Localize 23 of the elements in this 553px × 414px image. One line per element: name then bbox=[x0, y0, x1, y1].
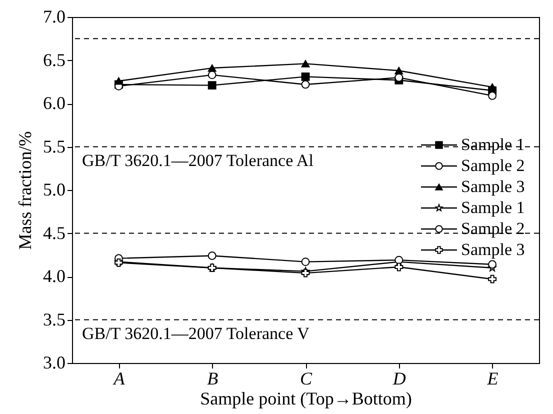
x-tick-label: A bbox=[112, 368, 126, 388]
legend-label: Sample 2 bbox=[461, 156, 525, 175]
ref-line-label: GB/T 3620.1—2007 Tolerance V bbox=[82, 324, 310, 343]
y-tick-label: 6.0 bbox=[43, 93, 66, 113]
y-tick-label: 3.5 bbox=[43, 309, 66, 330]
y-tick-label: 4.0 bbox=[43, 266, 66, 286]
y-tick-label: 6.5 bbox=[43, 50, 66, 70]
x-tick-label: E bbox=[486, 368, 498, 388]
x-tick-label: B bbox=[207, 368, 218, 388]
y-axis-title: Mass fraction/% bbox=[15, 131, 35, 250]
y-tick-label: 5.5 bbox=[43, 136, 66, 156]
legend-label: Sample 1 bbox=[461, 135, 525, 154]
x-axis-title: Sample point (Top→Bottom) bbox=[200, 388, 412, 408]
x-tick-label: C bbox=[300, 368, 313, 388]
x-tick-label: D bbox=[392, 368, 406, 388]
ref-line-label: GB/T 3620.1—2007 Tolerance Al bbox=[82, 150, 314, 170]
legend-label: Sample 3 bbox=[461, 177, 525, 196]
legend-label: Sample 1 bbox=[461, 198, 525, 217]
y-tick-label: 7.0 bbox=[43, 6, 66, 26]
y-tick-label: 3.0 bbox=[43, 352, 66, 372]
y-tick-label: 4.5 bbox=[43, 222, 66, 243]
legend-label: Sample 3 bbox=[461, 240, 525, 259]
y-tick-label: 5.0 bbox=[43, 180, 66, 200]
